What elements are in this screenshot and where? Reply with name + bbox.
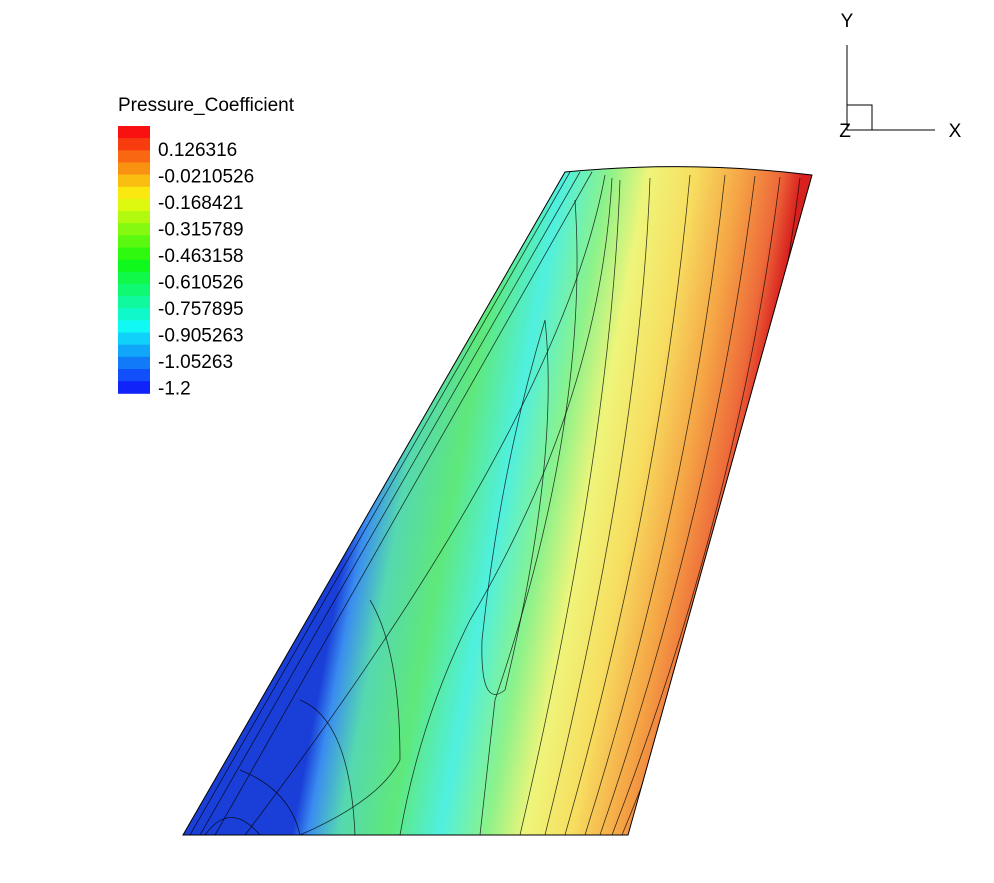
color-band: [118, 271, 150, 285]
color-band: [118, 259, 150, 273]
axis-triad: [846, 45, 935, 131]
color-band: [118, 126, 150, 139]
color-band: [118, 381, 150, 394]
color-band: [118, 198, 150, 212]
color-band: [118, 235, 150, 248]
color-band: [118, 356, 150, 370]
color-band: [118, 308, 150, 321]
legend-label: -0.610526: [158, 273, 244, 294]
color-band: [118, 174, 150, 188]
color-band: [118, 332, 150, 346]
color-band: [118, 223, 150, 236]
color-band: [118, 211, 150, 224]
legend-label: -0.905263: [158, 326, 244, 347]
legend-label: -0.168421: [158, 193, 244, 214]
z-axis-label: Z: [839, 121, 851, 142]
x-axis-label: X: [949, 121, 962, 142]
color-band: [118, 369, 150, 382]
color-band: [118, 138, 150, 151]
legend-label: -0.757895: [158, 299, 244, 320]
legend: Pressure_Coefficient: [118, 95, 295, 394]
axis-square: [846, 104, 873, 131]
legend-title: Pressure_Coefficient: [118, 95, 295, 116]
color-band: [118, 283, 150, 297]
legend-label: 0.126316: [158, 140, 237, 161]
y-axis-label: Y: [841, 11, 854, 32]
legend-label: -0.0210526: [158, 167, 254, 188]
color-band: [118, 344, 150, 358]
color-band: [118, 150, 150, 163]
legend-label: -1.2: [158, 379, 191, 400]
wing-surface: [182, 166, 813, 836]
legend-label: -0.315789: [158, 220, 244, 241]
color-bar: [118, 126, 150, 394]
color-band: [118, 247, 150, 261]
color-band: [118, 162, 150, 176]
color-band: [118, 296, 150, 309]
color-band: [118, 186, 150, 200]
legend-label: -1.05263: [158, 352, 233, 373]
legend-label: -0.463158: [158, 246, 244, 267]
color-band: [118, 320, 150, 334]
